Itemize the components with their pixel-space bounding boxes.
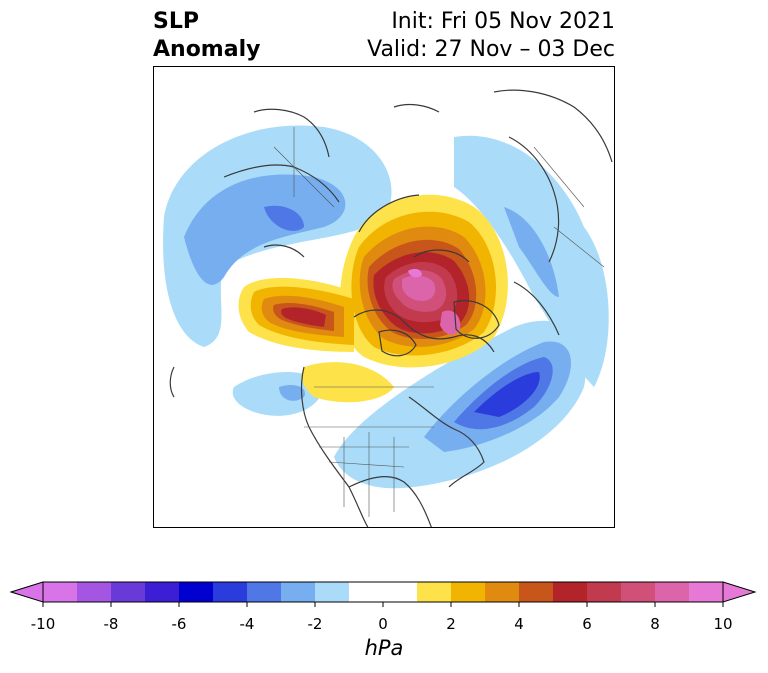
colorbar-tick-label: -10	[30, 615, 56, 633]
map-title-right: Init: Fri 05 Nov 2021 Valid: 27 Nov – 03…	[367, 8, 615, 64]
colorbar	[10, 581, 757, 607]
colorbar-cell	[43, 582, 78, 602]
coastlines	[169, 89, 613, 527]
colorbar-tick-label: 10	[713, 615, 733, 633]
colorbar-tick-label: -6	[171, 615, 187, 633]
colorbar-cell	[655, 582, 690, 602]
colorbar-left-extension	[10, 581, 44, 603]
colorbar-cell	[485, 582, 520, 602]
negative-anomaly-asia	[163, 125, 392, 347]
colorbar-cell	[383, 582, 418, 602]
colorbar-tick-label: 8	[650, 615, 660, 633]
negative-anomaly-siberia	[454, 135, 609, 387]
colorbar-cell	[621, 582, 656, 602]
colorbar-cell	[111, 582, 146, 602]
colorbar-cell	[145, 582, 180, 602]
init-date: Init: Fri 05 Nov 2021	[391, 9, 615, 34]
colorbar-cell	[349, 582, 384, 602]
colorbar-ticks	[42, 602, 724, 607]
negative-anomaly-atlantic	[334, 320, 586, 489]
colorbar-cell	[315, 582, 350, 602]
colorbar-cell	[519, 582, 554, 602]
colorbar-tick-label: 0	[378, 615, 388, 633]
colorbar-tick-label: -4	[239, 615, 255, 633]
colorbar-cell	[689, 582, 724, 602]
map-canvas	[163, 89, 613, 527]
colorbar-tick-label: 6	[582, 615, 592, 633]
colorbar-tick-label: -8	[103, 615, 119, 633]
colorbar-cell	[417, 582, 452, 602]
colorbar-cell	[213, 582, 248, 602]
colorbar-cell	[553, 582, 588, 602]
title-slp: SLP	[153, 9, 199, 34]
colorbar-tick-label: 2	[446, 615, 456, 633]
colorbar-cells	[43, 582, 724, 602]
colorbar-cell	[281, 582, 316, 602]
positive-anomaly-arctic	[238, 194, 508, 403]
colorbar-cell	[77, 582, 112, 602]
map-title-left: SLP Anomaly	[153, 8, 260, 64]
colorbar-units: hPa	[364, 636, 404, 660]
colorbar-tick-label: 4	[514, 615, 524, 633]
slp-anomaly-map	[153, 66, 615, 528]
colorbar-cell	[451, 582, 486, 602]
colorbar-cell	[179, 582, 214, 602]
title-anomaly: Anomaly	[153, 37, 261, 62]
colorbar-right-extension	[722, 581, 757, 603]
colorbar-cell	[247, 582, 282, 602]
political-borders	[273, 127, 605, 517]
valid-range: Valid: 27 Nov – 03 Dec	[367, 37, 615, 62]
colorbar-tick-label: -2	[307, 615, 323, 633]
colorbar-cell	[587, 582, 622, 602]
